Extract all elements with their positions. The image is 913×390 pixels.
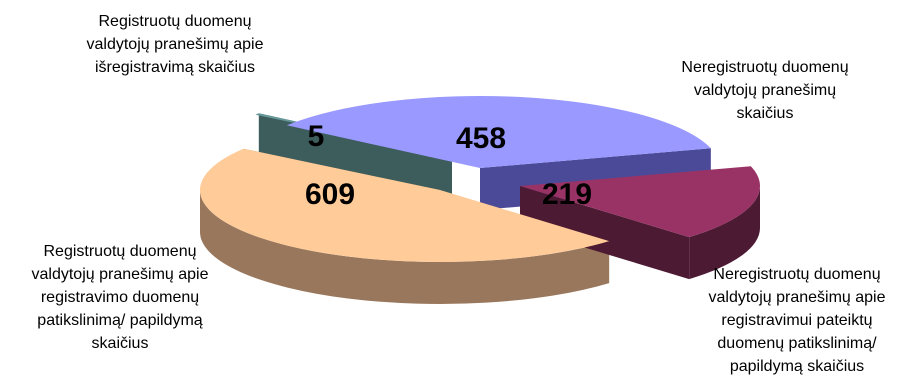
pie-slice-side-3-0 <box>200 190 610 304</box>
data-label-1: 458 <box>456 122 506 155</box>
category-label-deregistration: Registruotų duomenų valdytojų pranešimų … <box>86 13 264 76</box>
category-label-unregistered: Neregistruotų duomenų valdytojų pranešim… <box>681 59 849 122</box>
data-label-0: 5 <box>308 120 325 153</box>
pie-slice-1 <box>286 96 711 168</box>
category-label-unregistered-update: Neregistruotų duomenų valdytojų pranešim… <box>708 266 886 375</box>
pie-slice-side-2-0 <box>689 186 760 280</box>
pie-slice-3 <box>200 148 610 262</box>
pie-slice-cut-0 <box>258 113 452 198</box>
data-label-3: 609 <box>305 178 355 211</box>
pie-slice-cut-2 <box>520 186 690 280</box>
data-label-2: 219 <box>542 178 592 211</box>
pie-slice-2 <box>520 166 760 238</box>
category-label-registered-update: Registruotų duomenų valdytojų pranešimų … <box>31 243 209 352</box>
